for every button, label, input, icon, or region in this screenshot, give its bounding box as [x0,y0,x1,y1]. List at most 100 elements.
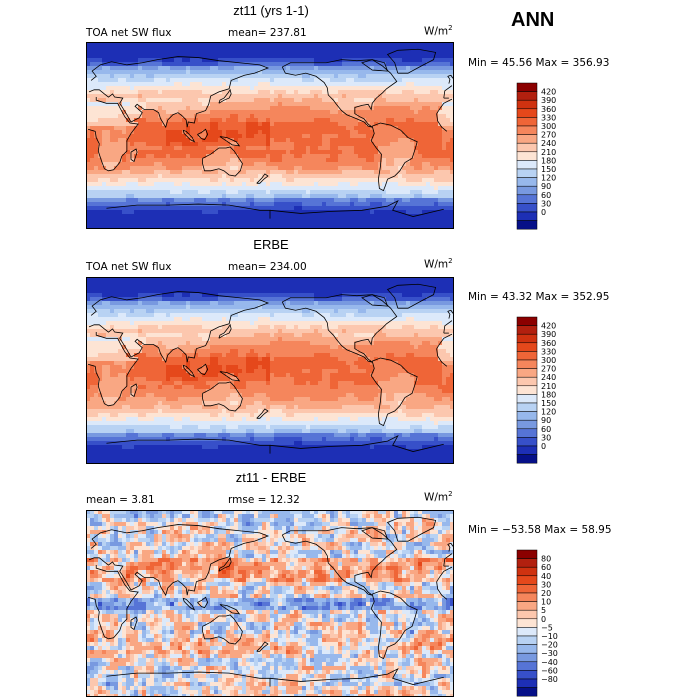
field-cell [354,210,358,214]
field-cell [422,162,426,166]
field-cell [230,198,234,202]
field-cell [406,174,410,178]
field-cell [430,170,434,174]
field-cell [118,301,122,305]
field-cell [302,186,306,190]
field-cell [138,66,142,70]
field-cell [154,178,158,182]
field-cell [250,66,254,70]
field-cell [234,62,238,66]
field-cell [342,66,346,70]
field-cell [266,130,270,134]
field-cell [350,54,354,58]
field-cell [198,206,202,210]
field-cell [102,285,106,289]
field-cell [342,166,346,170]
field-cell [282,126,286,130]
field-cell [162,50,166,54]
field-cell [298,126,302,130]
field-cell [290,98,294,102]
field-cell [274,202,278,206]
field-cell [126,281,130,285]
field-cell [270,58,274,62]
field-cell [394,70,398,74]
field-cell [410,138,414,142]
field-cell [182,194,186,198]
field-cell [314,106,318,110]
field-cell [262,58,266,62]
field-cell [442,281,446,285]
field-cell [158,42,162,46]
field-cell [166,285,170,289]
field-cell [126,174,130,178]
field-cell [450,210,454,214]
field-cell [294,214,298,218]
panel2-stat-label: mean= [228,261,267,273]
field-cell [214,194,218,198]
field-cell [346,198,350,202]
field-cell [382,106,386,110]
field-cell [378,174,382,178]
field-cell [110,202,114,206]
field-cell [382,281,386,285]
field-cell [442,42,446,46]
field-cell [426,194,430,198]
field-cell [250,162,254,166]
field-cell [254,182,258,186]
field-cell [90,285,94,289]
field-cell [226,214,230,218]
field-cell [362,130,366,134]
field-cell [150,46,154,50]
field-cell [278,293,282,297]
field-cell [110,118,114,122]
field-cell [354,182,358,186]
field-cell [246,174,250,178]
field-cell [242,297,246,301]
field-cell [394,162,398,166]
field-cell [430,42,434,46]
field-cell [178,138,182,142]
field-cell [198,162,202,166]
field-cell [434,90,438,94]
field-cell [190,178,194,182]
field-cell [246,118,250,122]
field-cell [386,154,390,158]
field-cell [162,293,166,297]
field-cell [314,138,318,142]
field-cell [334,94,338,98]
field-cell [202,150,206,154]
field-cell [386,170,390,174]
field-cell [346,297,350,301]
field-cell [158,126,162,130]
field-cell [306,218,310,222]
field-cell [98,226,102,229]
field-cell [374,110,378,114]
field-cell [342,158,346,162]
field-cell [126,98,130,102]
field-cell [266,297,270,301]
field-cell [322,166,326,170]
field-cell [382,130,386,134]
field-cell [362,178,366,182]
field-cell [330,166,334,170]
field-cell [226,218,230,222]
field-cell [246,277,250,281]
field-cell [234,50,238,54]
field-cell [450,86,454,90]
field-cell [450,214,454,218]
field-cell [178,114,182,118]
field-cell [134,82,138,86]
field-cell [150,70,154,74]
field-cell [198,210,202,214]
field-cell [386,110,390,114]
field-cell [290,54,294,58]
field-cell [270,210,274,214]
field-cell [282,78,286,82]
field-cell [166,142,170,146]
field-cell [90,146,94,150]
field-cell [174,98,178,102]
field-cell [258,42,262,46]
field-cell [210,162,214,166]
field-cell [318,94,322,98]
field-cell [438,194,442,198]
